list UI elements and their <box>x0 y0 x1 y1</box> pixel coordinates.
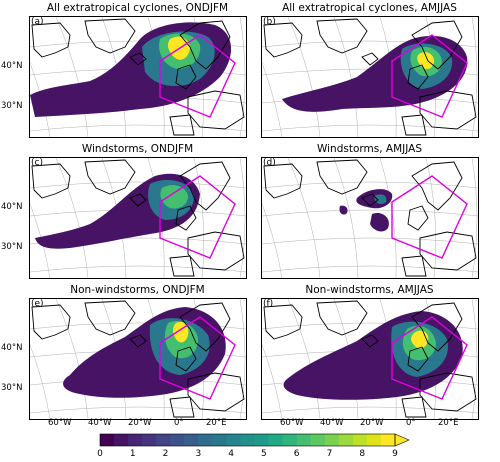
panel-b-title: All extratropical cyclones, AMJJAS <box>282 2 457 14</box>
lon-label-20e-right: 20°E <box>438 418 459 428</box>
colorbar-tick-label: 2 <box>162 449 169 459</box>
colorbar-segment <box>296 434 312 446</box>
colorbar-segment <box>184 434 199 446</box>
colorbar-segment <box>366 434 382 446</box>
lat-label-30n-row3: 30°N <box>1 383 23 393</box>
colorbar-segment <box>352 434 368 446</box>
colorbar-segment <box>198 434 213 446</box>
region-box <box>391 175 468 259</box>
lon-label-40w-right: 40°W <box>320 418 344 428</box>
map-panel-b <box>261 16 479 138</box>
colorbar-segment <box>338 434 354 446</box>
lon-label-0-right: 0° <box>406 418 416 428</box>
map-panel-c <box>29 157 247 279</box>
panel-c-letter: (c) <box>31 158 43 168</box>
colorbar-segment <box>128 434 143 446</box>
colorbar-segment <box>142 434 157 446</box>
colorbar-extend-arrow <box>394 433 410 447</box>
map-panel-e <box>29 298 247 420</box>
panel-a-title: All extratropical cyclones, ONDJFM <box>46 2 229 14</box>
coastlines <box>31 159 245 277</box>
panel-e-letter: (e) <box>31 299 44 309</box>
region-box <box>159 175 236 259</box>
colorbar-segment <box>100 434 115 446</box>
lon-label-20w-right: 20°W <box>360 418 384 428</box>
colorbar-segment <box>240 434 255 446</box>
panel-f-title: Non-windstorms, AMJJAS <box>305 284 434 296</box>
colorbar-segment <box>114 434 129 446</box>
panel-e-title: Non-windstorms, ONDJFM <box>70 284 205 296</box>
colorbar-tick-label: 6 <box>293 449 300 459</box>
coastlines <box>263 300 477 418</box>
coastlines <box>263 159 477 277</box>
colorbar-segment <box>310 434 326 446</box>
map-panel-f <box>261 298 479 420</box>
panel-d-letter: (d) <box>263 158 276 168</box>
lon-label-60w-right: 60°W <box>280 418 304 428</box>
colorbar-tick-label: 3 <box>195 449 202 459</box>
region-box <box>159 316 236 400</box>
colorbar-tick-label: 5 <box>261 449 267 459</box>
panel-d-title: Windstorms, AMJJAS <box>316 143 422 155</box>
map-panel-a <box>29 16 247 138</box>
colorbar-segment <box>226 434 241 446</box>
lon-label-20w-left: 20°W <box>128 418 152 428</box>
colorbar-segment <box>254 434 269 446</box>
lon-label-40w-left: 40°W <box>88 418 112 428</box>
colorbar-tick-label: 4 <box>228 449 234 459</box>
coastlines <box>31 18 245 136</box>
colorbar-tick-label: 1 <box>129 449 136 459</box>
colorbar-segment <box>212 434 227 446</box>
colorbar-segment <box>282 434 298 446</box>
lon-label-20e-left: 20°E <box>206 418 227 428</box>
colorbar-segment <box>268 434 284 446</box>
colorbar-tick-label: 0 <box>97 449 103 459</box>
panel-a-letter: (a) <box>31 17 44 27</box>
coastlines <box>263 18 477 136</box>
colorbar-tick-label: 7 <box>326 449 333 459</box>
colorbar-segment <box>156 434 171 446</box>
colorbar-tick-label: 8 <box>359 449 366 459</box>
lat-label-30n-row1: 30°N <box>1 101 23 111</box>
map-panel-d <box>261 157 479 279</box>
colorbar-segment <box>324 434 340 446</box>
region-box <box>391 316 468 400</box>
panel-f-letter: (f) <box>263 299 274 309</box>
panel-b-letter: (b) <box>263 17 276 27</box>
density-field <box>282 35 468 112</box>
graticule <box>262 158 478 278</box>
lon-label-60w-left: 60°W <box>48 418 72 428</box>
lat-label-40n-row2: 40°N <box>1 202 23 212</box>
lat-label-30n-row2: 30°N <box>1 242 23 252</box>
colorbar-segment <box>170 434 185 446</box>
lat-label-40n-row3: 40°N <box>1 343 23 353</box>
colorbar <box>99 433 410 447</box>
region-box <box>159 34 236 118</box>
density-field <box>283 311 463 400</box>
region-box <box>391 34 468 118</box>
coastlines <box>31 300 245 418</box>
colorbar-tick-label: 9 <box>392 449 398 459</box>
lat-label-40n-row1: 40°N <box>1 61 23 71</box>
lon-label-0-left: 0° <box>174 418 184 428</box>
colorbar-segment <box>380 434 396 446</box>
density-field <box>339 189 393 232</box>
panel-c-title: Windstorms, ONDJFM <box>81 143 194 155</box>
